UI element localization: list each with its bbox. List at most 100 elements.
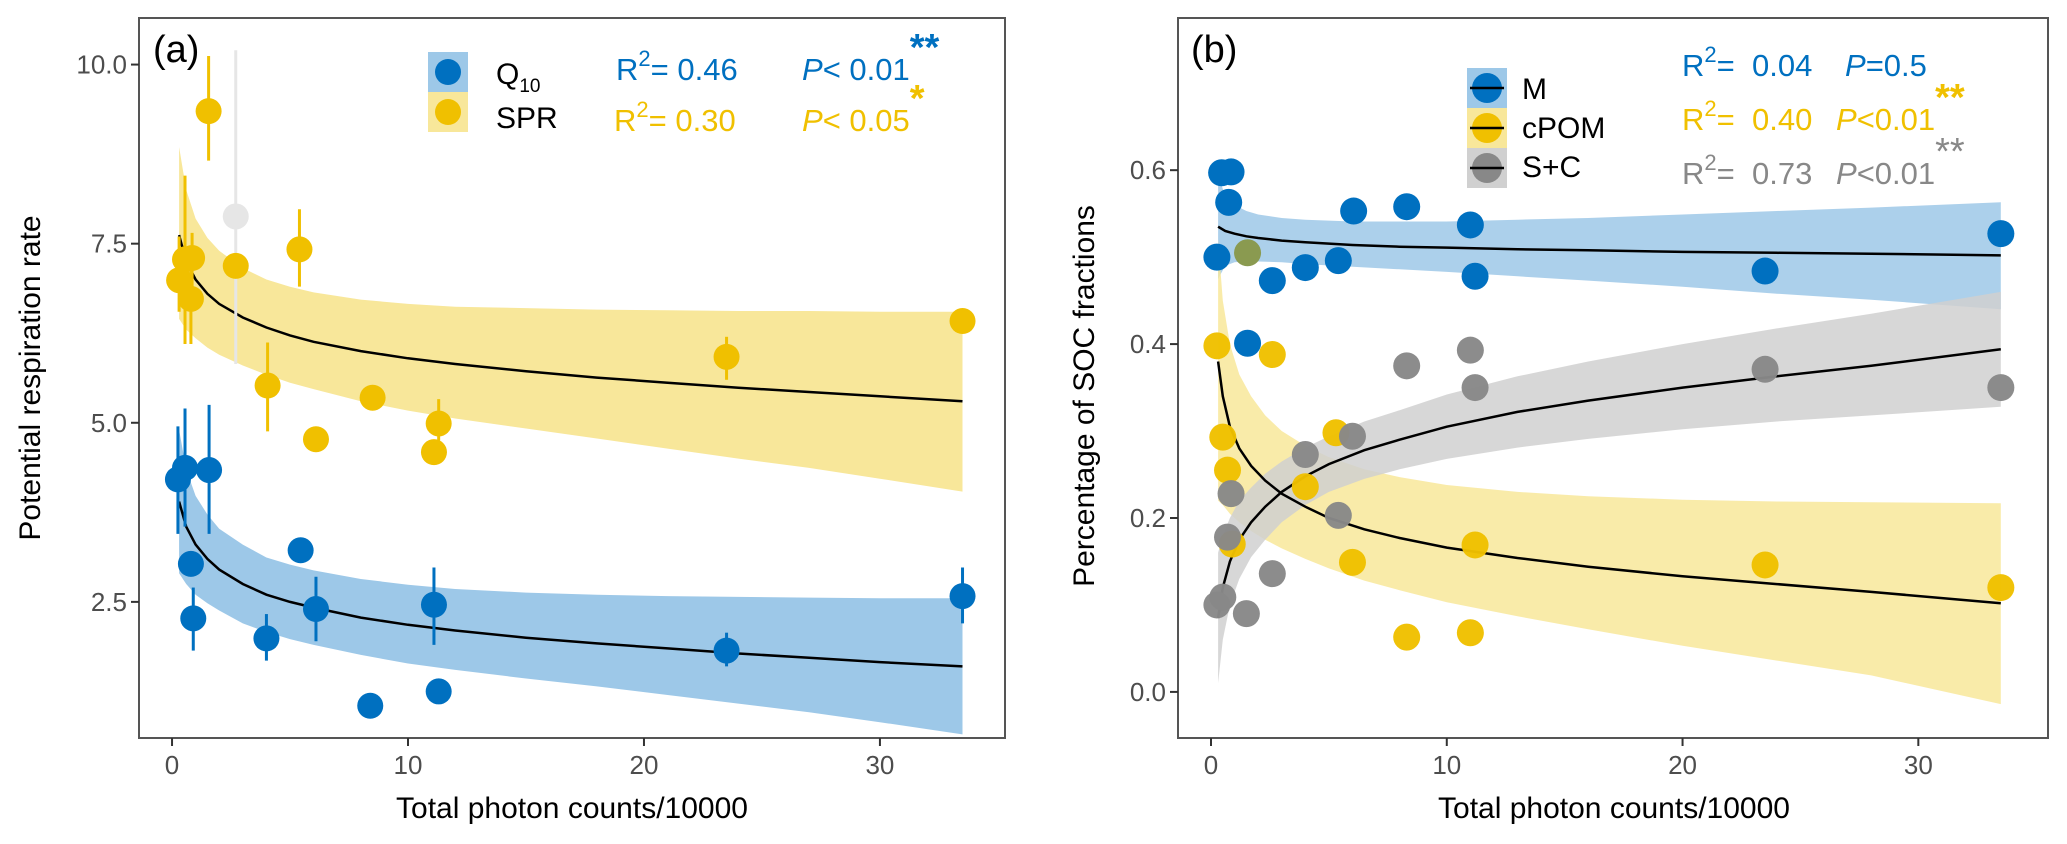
stat-m-r2: R2= 0.04 — [1682, 42, 1812, 83]
y-tick-label: 7.5 — [91, 229, 127, 259]
point-m — [1456, 211, 1484, 239]
point-s-c — [1461, 374, 1489, 402]
point-spr — [713, 343, 740, 370]
panel-b-y-ticks: 0.0 0.2 0.4 0.6 — [1130, 155, 1178, 707]
panel-a-y-ticks: 2.5 5.0 7.5 10.0 — [76, 50, 139, 617]
stat-spr-r2: R2= 0.30 — [614, 97, 736, 138]
point-q10 — [357, 692, 384, 719]
point-spr — [166, 267, 193, 294]
point-s-c — [1324, 501, 1352, 529]
point-spr — [302, 426, 329, 453]
point-cpom-overlap — [1234, 239, 1262, 267]
panel-b-ribbons — [1218, 174, 2001, 705]
point-q10 — [253, 625, 280, 652]
y-tick-label: 5.0 — [91, 408, 127, 438]
x-tick-label: 30 — [865, 750, 894, 780]
point-spr — [359, 384, 386, 411]
stat-cpom-p: P<0.01** — [1836, 77, 1965, 137]
point-cpom — [1456, 619, 1484, 647]
point-spr — [195, 98, 222, 125]
stat-q10-r2: R2= 0.46 — [616, 46, 738, 87]
panel-a-legend: Q10 SPR R2= 0.46 P< 0.01** R2= 0.30 P< 0… — [428, 27, 940, 138]
ribbon-spr — [179, 147, 963, 492]
stat-sc-r2: R2= 0.73 — [1682, 150, 1812, 191]
point-cpom — [1258, 341, 1286, 369]
stat-q10-p: P< 0.01** — [802, 27, 940, 87]
point-m — [1324, 247, 1352, 275]
point-m — [1461, 262, 1489, 290]
panel-a-frame — [138, 17, 1006, 739]
point-q10 — [287, 537, 314, 564]
y-tick-label: 0.2 — [1130, 503, 1166, 533]
point-q10 — [172, 454, 199, 481]
x-tick-label: 30 — [1904, 750, 1933, 780]
panel-b-x-ticks: 0 10 20 30 — [1204, 738, 1933, 780]
point-s-c — [1987, 374, 2015, 402]
panel-b-y-axis-title: Percentage of SOC fractions — [1068, 205, 1101, 587]
point-spr — [425, 410, 452, 437]
x-tick-label: 0 — [165, 750, 179, 780]
point-spr — [949, 308, 976, 335]
point-q10 — [949, 583, 976, 610]
point-m — [1217, 158, 1245, 186]
ribbon-m — [1218, 174, 2001, 310]
point-m — [1751, 257, 1779, 285]
panel-a-ribbons — [179, 147, 963, 735]
point-s-c — [1751, 355, 1779, 383]
stat-m-p: P=0.5 — [1845, 48, 1927, 83]
point-q10 — [425, 678, 452, 705]
legend-label-q10: Q10 — [496, 58, 540, 97]
y-tick-label: 0.0 — [1130, 677, 1166, 707]
x-tick-label: 10 — [394, 750, 423, 780]
ribbon-q10 — [179, 429, 963, 735]
panel-a-points — [164, 98, 976, 719]
point-cpom — [1987, 574, 2015, 602]
stat-spr-p: P< 0.05* — [802, 78, 925, 138]
panel-b: 0 10 20 30 0.0 0.2 0.4 0.6 (b) Total photon co… — [1068, 17, 2049, 825]
x-tick-label: 20 — [1668, 750, 1697, 780]
panel-b-label: (b) — [1191, 29, 1237, 71]
point-cpom — [1338, 548, 1366, 576]
panel-b-points — [1203, 158, 2015, 651]
point-extra — [222, 203, 249, 230]
point-m — [1291, 254, 1319, 282]
y-tick-label: 0.6 — [1130, 155, 1166, 185]
point-spr — [222, 252, 249, 279]
point-s-c — [1214, 523, 1242, 551]
point-m — [1393, 193, 1421, 221]
panel-b-x-axis-title: Total photon counts/10000 — [1438, 792, 1790, 825]
point-m — [1203, 243, 1231, 271]
point-spr — [420, 439, 447, 466]
ribbon-s-c — [1218, 291, 2001, 684]
point-s-c — [1393, 352, 1421, 380]
point-cpom — [1393, 623, 1421, 651]
panel-b-legend: M cPOM S+C R2= 0.04 P=0.5 R2= 0.40 P<0.0… — [1467, 42, 1965, 191]
point-s-c — [1338, 422, 1366, 450]
stat-cpom-r2: R2= 0.40 — [1682, 96, 1812, 137]
point-spr — [286, 236, 313, 263]
point-cpom — [1751, 551, 1779, 579]
ribbon-cpom — [1218, 239, 2001, 705]
point-q10 — [302, 596, 329, 623]
point-s-c — [1291, 441, 1319, 469]
panel-b-frame — [1177, 17, 2049, 739]
fit-line-m — [1217, 225, 2001, 257]
y-tick-label: 0.4 — [1130, 329, 1166, 359]
legend-label-cpom: cPOM — [1522, 112, 1605, 145]
legend-label-sc: S+C — [1522, 151, 1581, 184]
point-q10 — [180, 605, 207, 632]
panel-a-label: (a) — [153, 29, 199, 71]
point-s-c — [1232, 600, 1260, 628]
y-tick-label: 2.5 — [91, 587, 127, 617]
legend-label-spr: SPR — [496, 102, 558, 135]
legend-label-m: M — [1522, 73, 1547, 106]
point-m — [1258, 267, 1286, 295]
stat-sc-p: P<0.01** — [1836, 131, 1965, 191]
point-q10 — [420, 591, 447, 618]
point-m — [1987, 220, 2015, 248]
point-m — [1215, 188, 1243, 216]
panel-a-y-axis-title: Potential respiration rate — [14, 215, 47, 540]
point-m — [1234, 329, 1262, 357]
fit-line-spr — [177, 234, 963, 403]
